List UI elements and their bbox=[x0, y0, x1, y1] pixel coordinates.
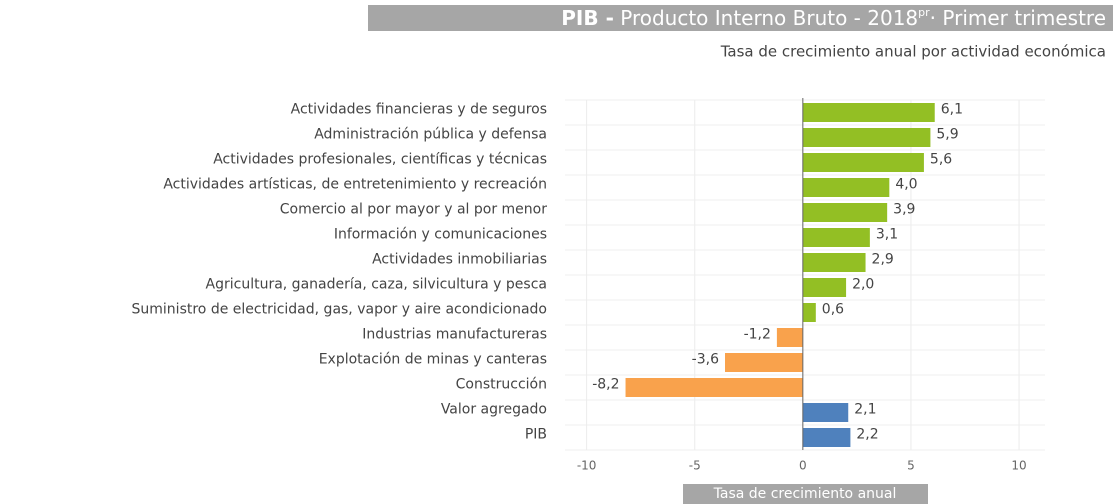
title-background bbox=[368, 5, 1113, 31]
bar bbox=[802, 253, 866, 272]
value-label: 2,2 bbox=[856, 427, 878, 443]
value-label: 2,9 bbox=[872, 252, 894, 268]
y-tick-label: Valor agregado bbox=[441, 402, 547, 418]
value-label: 3,9 bbox=[893, 202, 915, 218]
y-tick-label: Información y comunicaciones bbox=[334, 227, 547, 243]
bar bbox=[776, 328, 803, 347]
bar bbox=[802, 103, 935, 122]
bar bbox=[802, 128, 931, 147]
chart-subtitle: Tasa de crecimiento anual por actividad … bbox=[720, 43, 1106, 61]
y-tick-label: Construcción bbox=[456, 377, 547, 393]
title-superscript: pr bbox=[918, 6, 930, 19]
x-tick-label: -5 bbox=[689, 459, 701, 473]
bar bbox=[802, 278, 847, 297]
value-label: 5,9 bbox=[936, 127, 958, 143]
bar bbox=[802, 228, 870, 247]
title-bold: PIB - bbox=[561, 6, 614, 30]
bar bbox=[725, 353, 803, 372]
y-tick-label: Industrias manufactureras bbox=[362, 327, 547, 343]
bar bbox=[802, 178, 890, 197]
bar bbox=[802, 428, 851, 447]
y-tick-label: Actividades inmobiliarias bbox=[372, 252, 547, 268]
value-label: 0,6 bbox=[822, 302, 844, 318]
value-label: 2,1 bbox=[854, 402, 876, 418]
value-label: -1,2 bbox=[744, 327, 771, 343]
x-tick-label: 10 bbox=[1011, 459, 1026, 473]
y-tick-label: PIB bbox=[525, 427, 547, 443]
value-label: 4,0 bbox=[895, 177, 917, 193]
value-label: -8,2 bbox=[592, 377, 619, 393]
title-main: Producto Interno Bruto - 2018 bbox=[620, 6, 918, 30]
chart-title: PIB - Producto Interno Bruto - 2018pr· P… bbox=[561, 6, 1106, 30]
value-label: 2,0 bbox=[852, 277, 874, 293]
bar bbox=[802, 153, 924, 172]
plot: -10 -5 0 5 10 Actividades financieras y de se… bbox=[132, 98, 1045, 473]
y-tick-label: Administración pública y defensa bbox=[314, 127, 547, 143]
y-tick-label: Agricultura, ganadería, caza, silvicultu… bbox=[206, 277, 547, 293]
y-tick-label: Actividades artísticas, de entretenimien… bbox=[163, 177, 547, 193]
y-tick-label: Actividades profesionales, científicas y… bbox=[213, 152, 547, 168]
bar bbox=[802, 303, 816, 322]
y-tick-label: Actividades financieras y de seguros bbox=[291, 102, 547, 118]
y-tick-label: Explotación de minas y canteras bbox=[319, 352, 547, 368]
x-axis-label: Tasa de crecimiento anual bbox=[713, 486, 897, 502]
y-tick-label: Comercio al por mayor y al por menor bbox=[280, 202, 547, 218]
title-rest: · Primer trimestre bbox=[930, 6, 1106, 30]
bar bbox=[802, 403, 849, 422]
y-tick-label: Suministro de electricidad, gas, vapor y… bbox=[132, 302, 547, 318]
x-tick-label: -10 bbox=[577, 459, 597, 473]
x-tick-label: 0 bbox=[799, 459, 807, 473]
bar bbox=[625, 378, 803, 397]
bar bbox=[802, 203, 888, 222]
value-label: -3,6 bbox=[692, 352, 719, 368]
x-label-background bbox=[683, 484, 928, 504]
value-label: 6,1 bbox=[941, 102, 963, 118]
x-tick-label: 5 bbox=[907, 459, 915, 473]
value-label: 3,1 bbox=[876, 227, 898, 243]
value-label: 5,6 bbox=[930, 152, 952, 168]
